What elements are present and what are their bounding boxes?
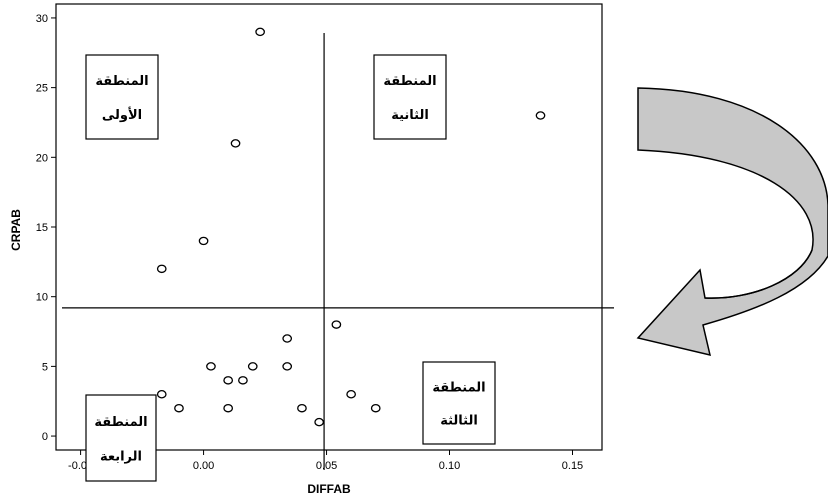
scatter-point (174, 403, 184, 413)
scatter-point (223, 403, 234, 413)
scatter-point (198, 236, 209, 246)
y-tick-label: 5 (42, 361, 48, 373)
y-axis-label: CRPAB (9, 209, 23, 251)
x-tick-label: 0.05 (316, 460, 337, 472)
x-tick-label: 0.15 (562, 460, 583, 472)
zone-box: المنطقة الأولى (85, 54, 159, 140)
y-tick-label: 15 (36, 222, 48, 234)
scatter-point (282, 362, 293, 371)
zone-box: المنطقة الثانية (373, 54, 447, 140)
scatter-point (206, 362, 216, 371)
zone-label-line2: الأولى (102, 106, 142, 123)
zone-frame (85, 394, 157, 482)
reference-lines (62, 33, 614, 470)
zone-label-line2: الثالثة (440, 413, 478, 428)
scatter-point (346, 389, 356, 399)
scatter-point (331, 320, 342, 329)
curved-arrow-icon (636, 87, 828, 357)
x-tick-label: 0.00 (193, 460, 214, 472)
zone-frame (373, 54, 447, 140)
y-axis: 0 5 10 15 20 25 30 (36, 13, 56, 443)
zone-label-line2: الرابعة (100, 449, 142, 464)
scatter-point (314, 417, 325, 427)
scatter-point (230, 139, 241, 148)
y-tick-label: 30 (36, 13, 48, 25)
scatter-point (156, 389, 167, 399)
zone-label-line2: الثانية (391, 108, 429, 123)
x-axis: -0.05 0.00 0.05 0.10 0.15 (68, 450, 583, 472)
zone-box: المنطقة الثالثة (422, 361, 496, 445)
zone-frame (422, 361, 496, 445)
scatter-point (370, 403, 381, 413)
zone-frame (85, 54, 159, 140)
scatter-point (255, 27, 265, 37)
x-tick-label: 0.10 (439, 460, 460, 472)
y-tick-label: 0 (42, 431, 48, 443)
scatter-point (247, 362, 258, 371)
scatter-point (535, 111, 546, 120)
zone-label-line1: المنطقة (95, 74, 148, 89)
data-points (156, 27, 546, 427)
zone-label-line1: المنطقة (383, 74, 436, 89)
scatter-point (297, 403, 307, 413)
zone-boxes: المنطقة الأولى المنطقة الثانية المنطقة الثالث… (85, 54, 496, 482)
y-tick-label: 10 (36, 292, 48, 304)
scatter-point (223, 376, 234, 385)
scatter-point (238, 376, 248, 385)
zone-label-line1: المنطقة (94, 415, 147, 430)
scatter-point (282, 334, 293, 343)
x-axis-label: DIFFAB (307, 482, 351, 496)
zone-label-line1: المنطقة (432, 381, 485, 396)
zone-box: المنطقة الرابعة (85, 394, 157, 482)
scatter-point (156, 264, 167, 274)
y-tick-label: 20 (36, 152, 48, 164)
y-tick-label: 25 (36, 83, 48, 95)
